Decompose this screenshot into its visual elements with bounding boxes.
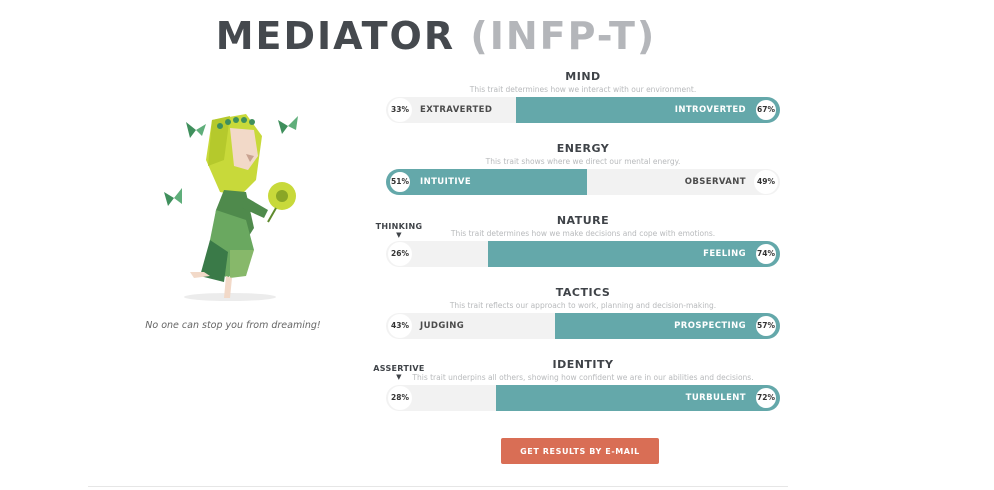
trait-bar-fill [516,97,780,123]
right-percent: 49% [754,170,778,194]
trait-bar[interactable]: JUDGING PROSPECTING 43% 57% [386,313,780,339]
trait-energy: ENERGY This trait shows where we direct … [386,142,780,195]
trait-title: MIND [565,70,601,83]
tagline: No one can stop you from dreaming! [145,320,321,331]
down-arrow-icon: ▼ [396,373,402,381]
right-pole-label: INTROVERTED [674,105,746,115]
butterfly-icon [164,188,182,206]
left-pole-label: JUDGING [420,321,465,331]
personality-type-name: MEDIATOR [215,14,456,58]
trait-description: This trait shows where we direct our men… [485,157,681,166]
trait-identity: IDENTITY This trait underpins all others… [386,358,780,411]
down-arrow-icon: ▼ [396,231,402,239]
trait-mind: MIND This trait determines how we intera… [386,70,780,123]
left-percent: 33% [388,98,412,122]
get-results-by-email-button[interactable]: GET RESULTS BY E-MAIL [501,438,659,464]
left-percent: 26% [388,242,412,266]
left-percent: 51% [388,170,412,194]
trait-title: NATURE [556,214,610,227]
trait-bar-fill [496,385,780,411]
mediator-illustration [150,100,320,310]
personality-type-code: (INFP-T) [470,14,657,58]
trait-title: TACTICS [555,286,611,299]
marker-label: ASSERTIVE [373,364,425,373]
flower-icon [267,182,296,223]
trait-bar[interactable]: TURBULENT 28% 72% [386,385,780,411]
trait-bar[interactable]: INTUITIVE OBSERVANT 51% 49% [386,169,780,195]
butterfly-icon [186,122,206,138]
left-percent: 28% [388,386,412,410]
right-percent: 67% [754,98,778,122]
trait-bar[interactable]: EXTRAVERTED INTROVERTED 33% 67% [386,97,780,123]
trait-title: ENERGY [556,142,610,155]
right-pole-label: OBSERVANT [684,177,746,187]
thinking-marker: THINKING ▼ [366,222,432,240]
left-pole-label: INTUITIVE [420,177,472,187]
trait-description: This trait determines how we make decisi… [450,229,716,238]
trait-tactics: TACTICS This trait reflects our approach… [386,286,780,339]
trait-bar-fill [386,169,587,195]
assertive-marker: ASSERTIVE ▼ [366,364,432,382]
right-percent: 72% [754,386,778,410]
right-pole-label: TURBULENT [685,393,746,403]
right-percent: 74% [754,242,778,266]
right-pole-label: FEELING [703,249,746,259]
trait-bar-fill [488,241,780,267]
butterfly-icon [278,116,298,134]
left-pole-label: EXTRAVERTED [420,105,493,115]
left-percent: 43% [388,314,412,338]
right-percent: 57% [754,314,778,338]
trait-title: IDENTITY [552,358,614,371]
marker-label: THINKING [375,222,423,231]
trait-bar[interactable]: FEELING 26% 74% [386,241,780,267]
right-pole-label: PROSPECTING [674,321,746,331]
divider [88,486,788,487]
trait-description: This trait reflects our approach to work… [449,301,717,310]
trait-description: This trait underpins all others, showing… [412,373,754,382]
trait-bar-fill [555,313,780,339]
page-title: MEDIATOR (INFP-T) [0,14,872,58]
trait-description: This trait determines how we interact wi… [469,85,697,94]
trait-nature: NATURE This trait determines how we make… [386,214,780,267]
